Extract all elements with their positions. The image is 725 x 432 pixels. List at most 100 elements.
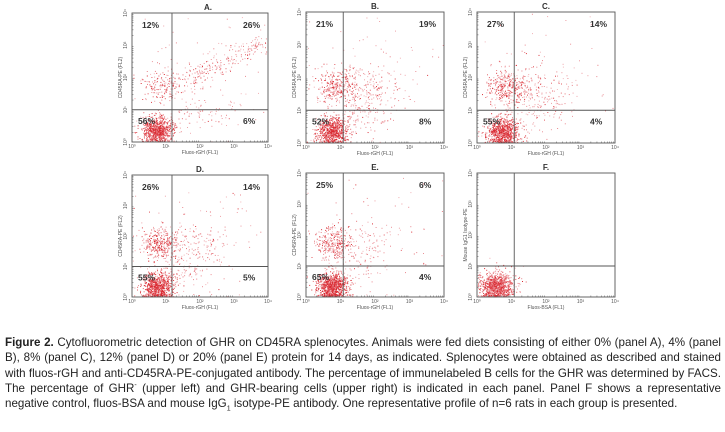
event-dot: [332, 92, 334, 94]
event-dot: [182, 91, 184, 93]
event-dot: [499, 125, 501, 127]
event-dot: [161, 288, 163, 290]
event-dot: [487, 126, 489, 128]
event-dot: [150, 286, 151, 287]
event-dot: [364, 111, 366, 113]
event-dot: [333, 95, 335, 97]
event-dot: [147, 140, 149, 142]
event-dot: [493, 130, 495, 132]
event-dot: [309, 21, 311, 23]
event-dot: [329, 97, 331, 99]
event-dot: [175, 124, 177, 126]
event-dot: [173, 140, 175, 142]
event-dot: [159, 102, 161, 103]
event-dot: [515, 78, 516, 80]
event-dot: [499, 97, 501, 98]
event-dot: [360, 88, 362, 90]
x-tick-label: 10¹: [337, 145, 345, 151]
event-dot: [398, 88, 400, 90]
event-dot: [154, 114, 156, 116]
event-dot: [168, 130, 170, 131]
event-dot: [225, 45, 227, 47]
event-dot: [409, 99, 411, 100]
event-dot: [514, 126, 516, 128]
event-dot: [383, 112, 385, 114]
event-dot: [524, 82, 526, 84]
event-dot: [323, 134, 325, 136]
event-dot: [149, 135, 151, 137]
event-dot: [357, 118, 359, 120]
event-dot: [503, 138, 505, 140]
event-dot: [564, 93, 566, 95]
event-dot: [341, 124, 343, 126]
event-dot: [540, 105, 542, 107]
event-dot: [491, 105, 493, 107]
scatter-points: [478, 13, 614, 144]
event-dot: [144, 126, 146, 128]
event-dot: [333, 132, 335, 134]
event-dot: [500, 83, 502, 85]
event-dot: [326, 136, 328, 138]
event-dot: [344, 76, 346, 78]
event-dot: [156, 122, 157, 124]
event-dot: [328, 90, 330, 92]
event-dot: [364, 103, 366, 105]
event-dot: [154, 85, 156, 87]
event-dot: [332, 129, 334, 131]
event-dot: [546, 138, 548, 140]
event-dot: [505, 93, 507, 95]
event-dot: [346, 91, 348, 93]
event-dot: [323, 140, 325, 142]
event-dot: [158, 117, 160, 119]
event-dot: [507, 133, 509, 135]
event-dot: [379, 98, 380, 100]
event-dot: [498, 119, 500, 120]
event-dot: [166, 283, 167, 285]
event-dot: [482, 94, 483, 96]
event-dot: [346, 105, 347, 107]
event-dot: [257, 39, 258, 41]
event-dot: [488, 138, 489, 140]
event-dot: [370, 63, 372, 65]
event-dot: [236, 55, 238, 57]
event-dot: [483, 126, 485, 128]
event-dot: [503, 77, 505, 79]
event-dot: [504, 72, 506, 74]
event-dot: [160, 288, 162, 290]
y-tick-label: 10³: [297, 41, 303, 49]
event-dot: [341, 133, 343, 135]
event-dot: [151, 285, 153, 286]
event-dot: [200, 72, 202, 74]
event-dot: [509, 102, 511, 104]
event-dot: [510, 126, 512, 128]
event-dot: [165, 129, 167, 130]
event-dot: [597, 64, 599, 66]
event-dot: [362, 111, 364, 113]
event-dot: [163, 133, 165, 135]
event-dot: [359, 68, 361, 70]
event-dot: [355, 69, 357, 71]
event-dot: [153, 123, 154, 125]
event-dot: [341, 132, 343, 134]
event-dot: [158, 289, 160, 291]
event-dot: [216, 67, 218, 69]
event-dot: [506, 96, 507, 98]
event-dot: [324, 134, 326, 136]
event-dot: [333, 74, 334, 76]
event-dot: [506, 136, 508, 137]
event-dot: [151, 136, 153, 138]
event-dot: [498, 124, 500, 126]
event-dot: [136, 277, 138, 279]
event-dot: [142, 79, 144, 81]
event-dot: [531, 113, 533, 115]
event-dot: [320, 140, 322, 142]
event-dot: [155, 122, 157, 123]
event-dot: [539, 129, 541, 131]
event-dot: [332, 137, 334, 139]
event-dot: [506, 121, 508, 123]
event-dot: [501, 84, 503, 86]
event-dot: [492, 128, 494, 130]
event-dot: [498, 141, 499, 143]
event-dot: [510, 99, 512, 101]
event-dot: [348, 119, 350, 121]
